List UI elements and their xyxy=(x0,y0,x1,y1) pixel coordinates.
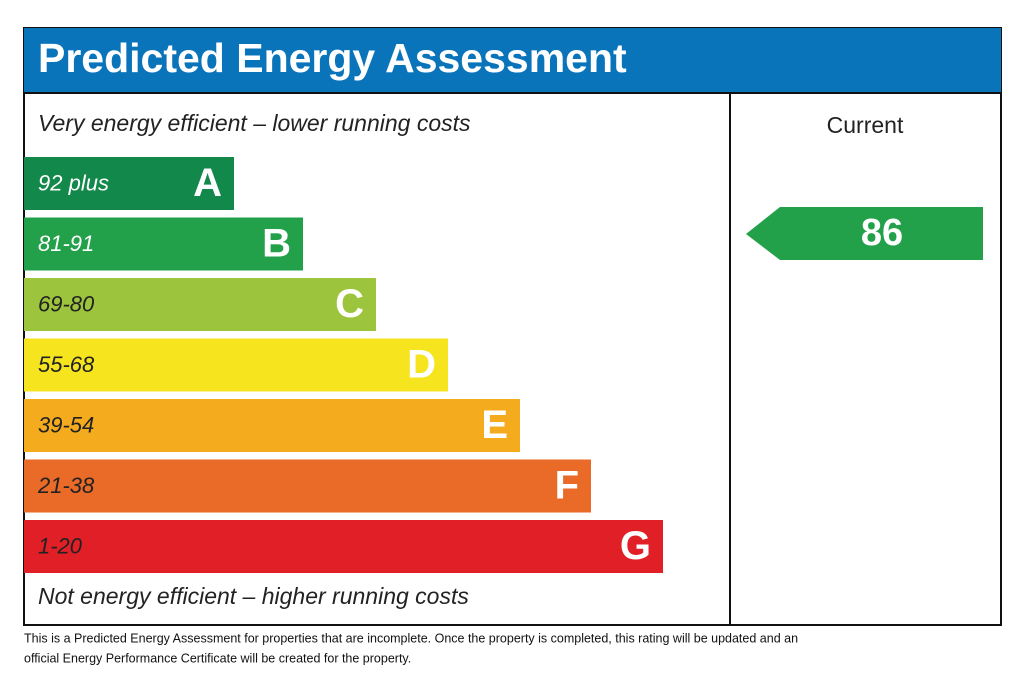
top-note: Very energy efficient – lower running co… xyxy=(38,110,471,136)
band-range: 39-54 xyxy=(38,412,94,437)
band-bar xyxy=(24,399,520,452)
band-letter: D xyxy=(407,343,436,387)
band-range: 69-80 xyxy=(38,291,95,316)
band-range: 21-38 xyxy=(37,473,95,498)
footnote-line: This is a Predicted Energy Assessment fo… xyxy=(24,631,798,645)
band-letter: C xyxy=(335,282,364,326)
title: Predicted Energy Assessment xyxy=(38,35,627,81)
band-range: 92 plus xyxy=(38,170,109,195)
band-letter: E xyxy=(481,403,508,447)
band-bar xyxy=(24,338,448,392)
bottom-note: Not energy efficient – higher running co… xyxy=(38,583,469,609)
current-arrow xyxy=(746,207,983,260)
band-letter: G xyxy=(620,524,651,568)
current-label: Current xyxy=(827,112,904,138)
band-range: 55-68 xyxy=(38,352,95,377)
band-bar xyxy=(24,217,303,271)
band-range: 81-91 xyxy=(38,231,94,256)
band-letter: A xyxy=(193,161,222,205)
band-letter: B xyxy=(262,222,291,266)
band-letter: F xyxy=(555,464,579,508)
band-bar xyxy=(24,157,234,210)
band-bar xyxy=(24,278,376,331)
current-value: 86 xyxy=(861,212,903,254)
band-bar xyxy=(24,520,663,573)
footnote-line: official Energy Performance Certificate … xyxy=(24,651,411,665)
band-bar xyxy=(24,459,591,513)
header-band xyxy=(24,28,1001,93)
band-range: 1-20 xyxy=(38,533,83,558)
